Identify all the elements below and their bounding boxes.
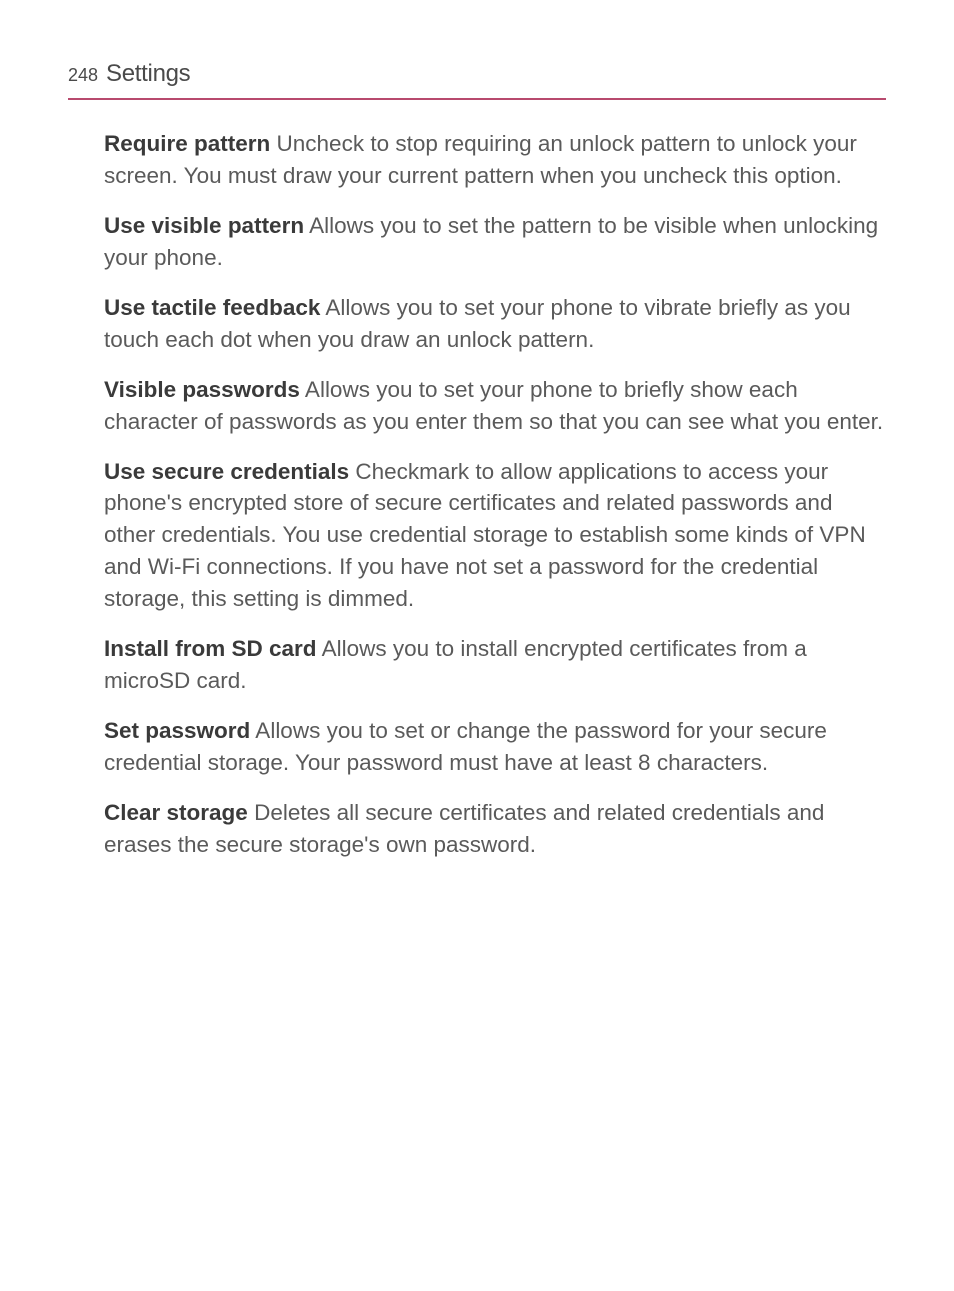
page-number: 248 — [68, 65, 98, 86]
page-header: 248 Settings — [68, 60, 886, 100]
setting-title: Use secure credentials — [104, 459, 349, 484]
section-title: Settings — [106, 60, 190, 88]
setting-item: Require pattern Uncheck to stop requirin… — [104, 128, 886, 192]
setting-title: Use tactile feedback — [104, 295, 320, 320]
setting-item: Use tactile feedback Allows you to set y… — [104, 292, 886, 356]
setting-item: Install from SD card Allows you to insta… — [104, 633, 886, 697]
setting-item: Clear storage Deletes all secure certifi… — [104, 797, 886, 861]
setting-item: Visible passwords Allows you to set your… — [104, 374, 886, 438]
setting-title: Set password — [104, 718, 250, 743]
setting-item: Use visible pattern Allows you to set th… — [104, 210, 886, 274]
setting-item: Use secure credentials Checkmark to allo… — [104, 456, 886, 616]
page-container: 248 Settings Require pattern Uncheck to … — [0, 0, 954, 939]
setting-title: Require pattern — [104, 131, 270, 156]
setting-title: Install from SD card — [104, 636, 317, 661]
setting-title: Visible passwords — [104, 377, 300, 402]
setting-title: Clear storage — [104, 800, 248, 825]
content-area: Require pattern Uncheck to stop requirin… — [68, 128, 886, 861]
setting-title: Use visible pattern — [104, 213, 304, 238]
setting-item: Set password Allows you to set or change… — [104, 715, 886, 779]
